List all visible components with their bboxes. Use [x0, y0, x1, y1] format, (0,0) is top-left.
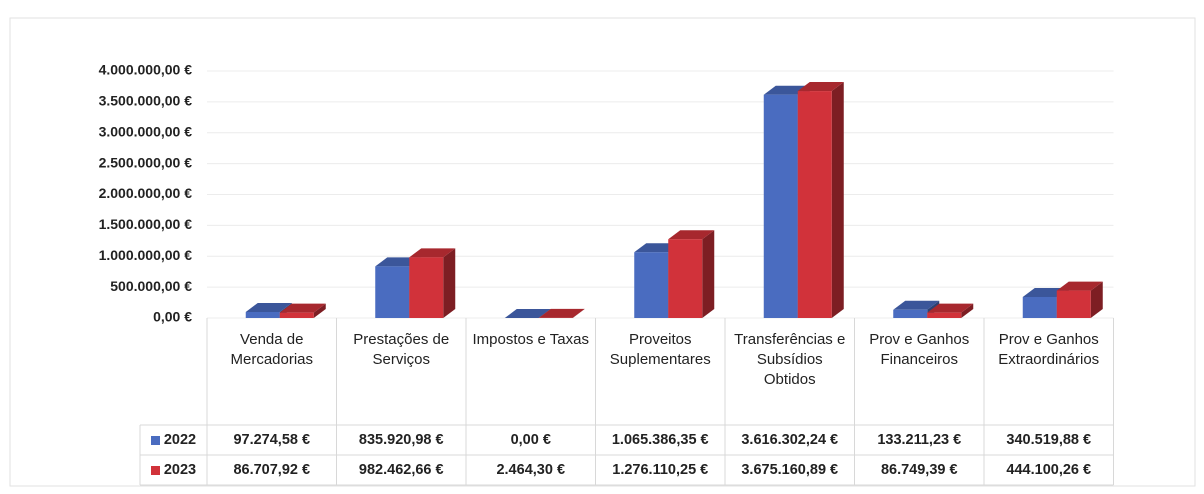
bar: [927, 312, 962, 318]
y-tick-label: 1.000.000,00 €: [99, 247, 193, 263]
y-tick-label: 2.000.000,00 €: [99, 185, 193, 201]
value-label: 86.707,92 €: [233, 462, 311, 478]
bar: [893, 309, 928, 318]
category-label: Proveitos Suplementares: [609, 331, 711, 368]
category-label: Transferências e Subsídios Obtidos: [734, 331, 846, 388]
value-label: 835.920,98 €: [358, 432, 444, 448]
value-label: 86.749,39 €: [880, 462, 958, 478]
value-label: 0,00 €: [510, 432, 551, 448]
category-label: Prov e Ganhos Financeiros: [869, 331, 970, 368]
y-tick-label: 3.000.000,00 €: [99, 123, 193, 139]
legend-swatch: [150, 465, 160, 475]
category-label: Impostos e Taxas: [472, 331, 589, 348]
y-tick-label: 3.500.000,00 €: [99, 93, 193, 109]
category-label: Prestações de Serviços: [353, 331, 450, 368]
bar: [634, 252, 669, 318]
bar-side: [443, 248, 456, 318]
bar-top: [797, 82, 844, 92]
value-label: 340.519,88 €: [1006, 432, 1092, 448]
bar: [1022, 296, 1057, 318]
value-label: 1.276.110,25 €: [612, 462, 709, 478]
bar: [797, 91, 832, 319]
y-tick-label: 4.000.000,00 €: [99, 62, 193, 78]
bar-side: [572, 308, 585, 318]
bar: [1056, 290, 1091, 318]
value-label: 2.464,30 €: [496, 462, 566, 478]
chart-frame: [9, 17, 1196, 487]
bar: [763, 94, 798, 319]
bar-side: [313, 303, 326, 318]
legend-label: 2023: [163, 462, 197, 478]
bar-side: [1090, 281, 1103, 318]
legend-entry: 2023: [140, 455, 207, 485]
value-label: 97.274,58 €: [233, 432, 311, 448]
y-tick-label: 0,00 €: [153, 309, 192, 325]
category-label: Prov e Ganhos Extraordinários: [998, 331, 1100, 368]
bar-top: [279, 303, 326, 313]
bar-top: [668, 230, 715, 240]
bar: [245, 311, 280, 318]
bar-side: [961, 303, 974, 318]
legend-entry: 2022: [140, 425, 207, 455]
legend-swatch: [150, 435, 160, 445]
bar-top: [409, 248, 456, 258]
value-label: 444.100,26 €: [1006, 462, 1092, 478]
bar-top: [893, 300, 940, 310]
bar-top: [1056, 281, 1103, 291]
bar: [409, 257, 444, 318]
bar: [279, 312, 314, 318]
bar-side: [702, 230, 715, 318]
value-label: 3.616.302,24 €: [741, 432, 839, 448]
bar-top: [245, 302, 292, 312]
value-label: 1.065.386,35 €: [611, 432, 709, 448]
bar-top: [504, 309, 551, 318]
y-tick-label: 2.500.000,00 €: [99, 154, 193, 170]
value-label: 133.211,23 €: [877, 432, 962, 448]
bar-top: [538, 308, 585, 318]
bar-top: [927, 303, 974, 313]
legend-label: 2022: [163, 432, 197, 448]
value-label: 982.462,66 €: [358, 462, 444, 478]
y-tick-label: 500.000,00 €: [110, 278, 192, 294]
y-tick-label: 1.500.000,00 €: [99, 216, 193, 232]
bar: [375, 266, 410, 318]
category-label: Venda de Mercadorias: [230, 331, 314, 368]
bar-side: [831, 82, 844, 319]
bar: [668, 239, 703, 318]
value-label: 3.675.160,89 €: [741, 462, 839, 478]
